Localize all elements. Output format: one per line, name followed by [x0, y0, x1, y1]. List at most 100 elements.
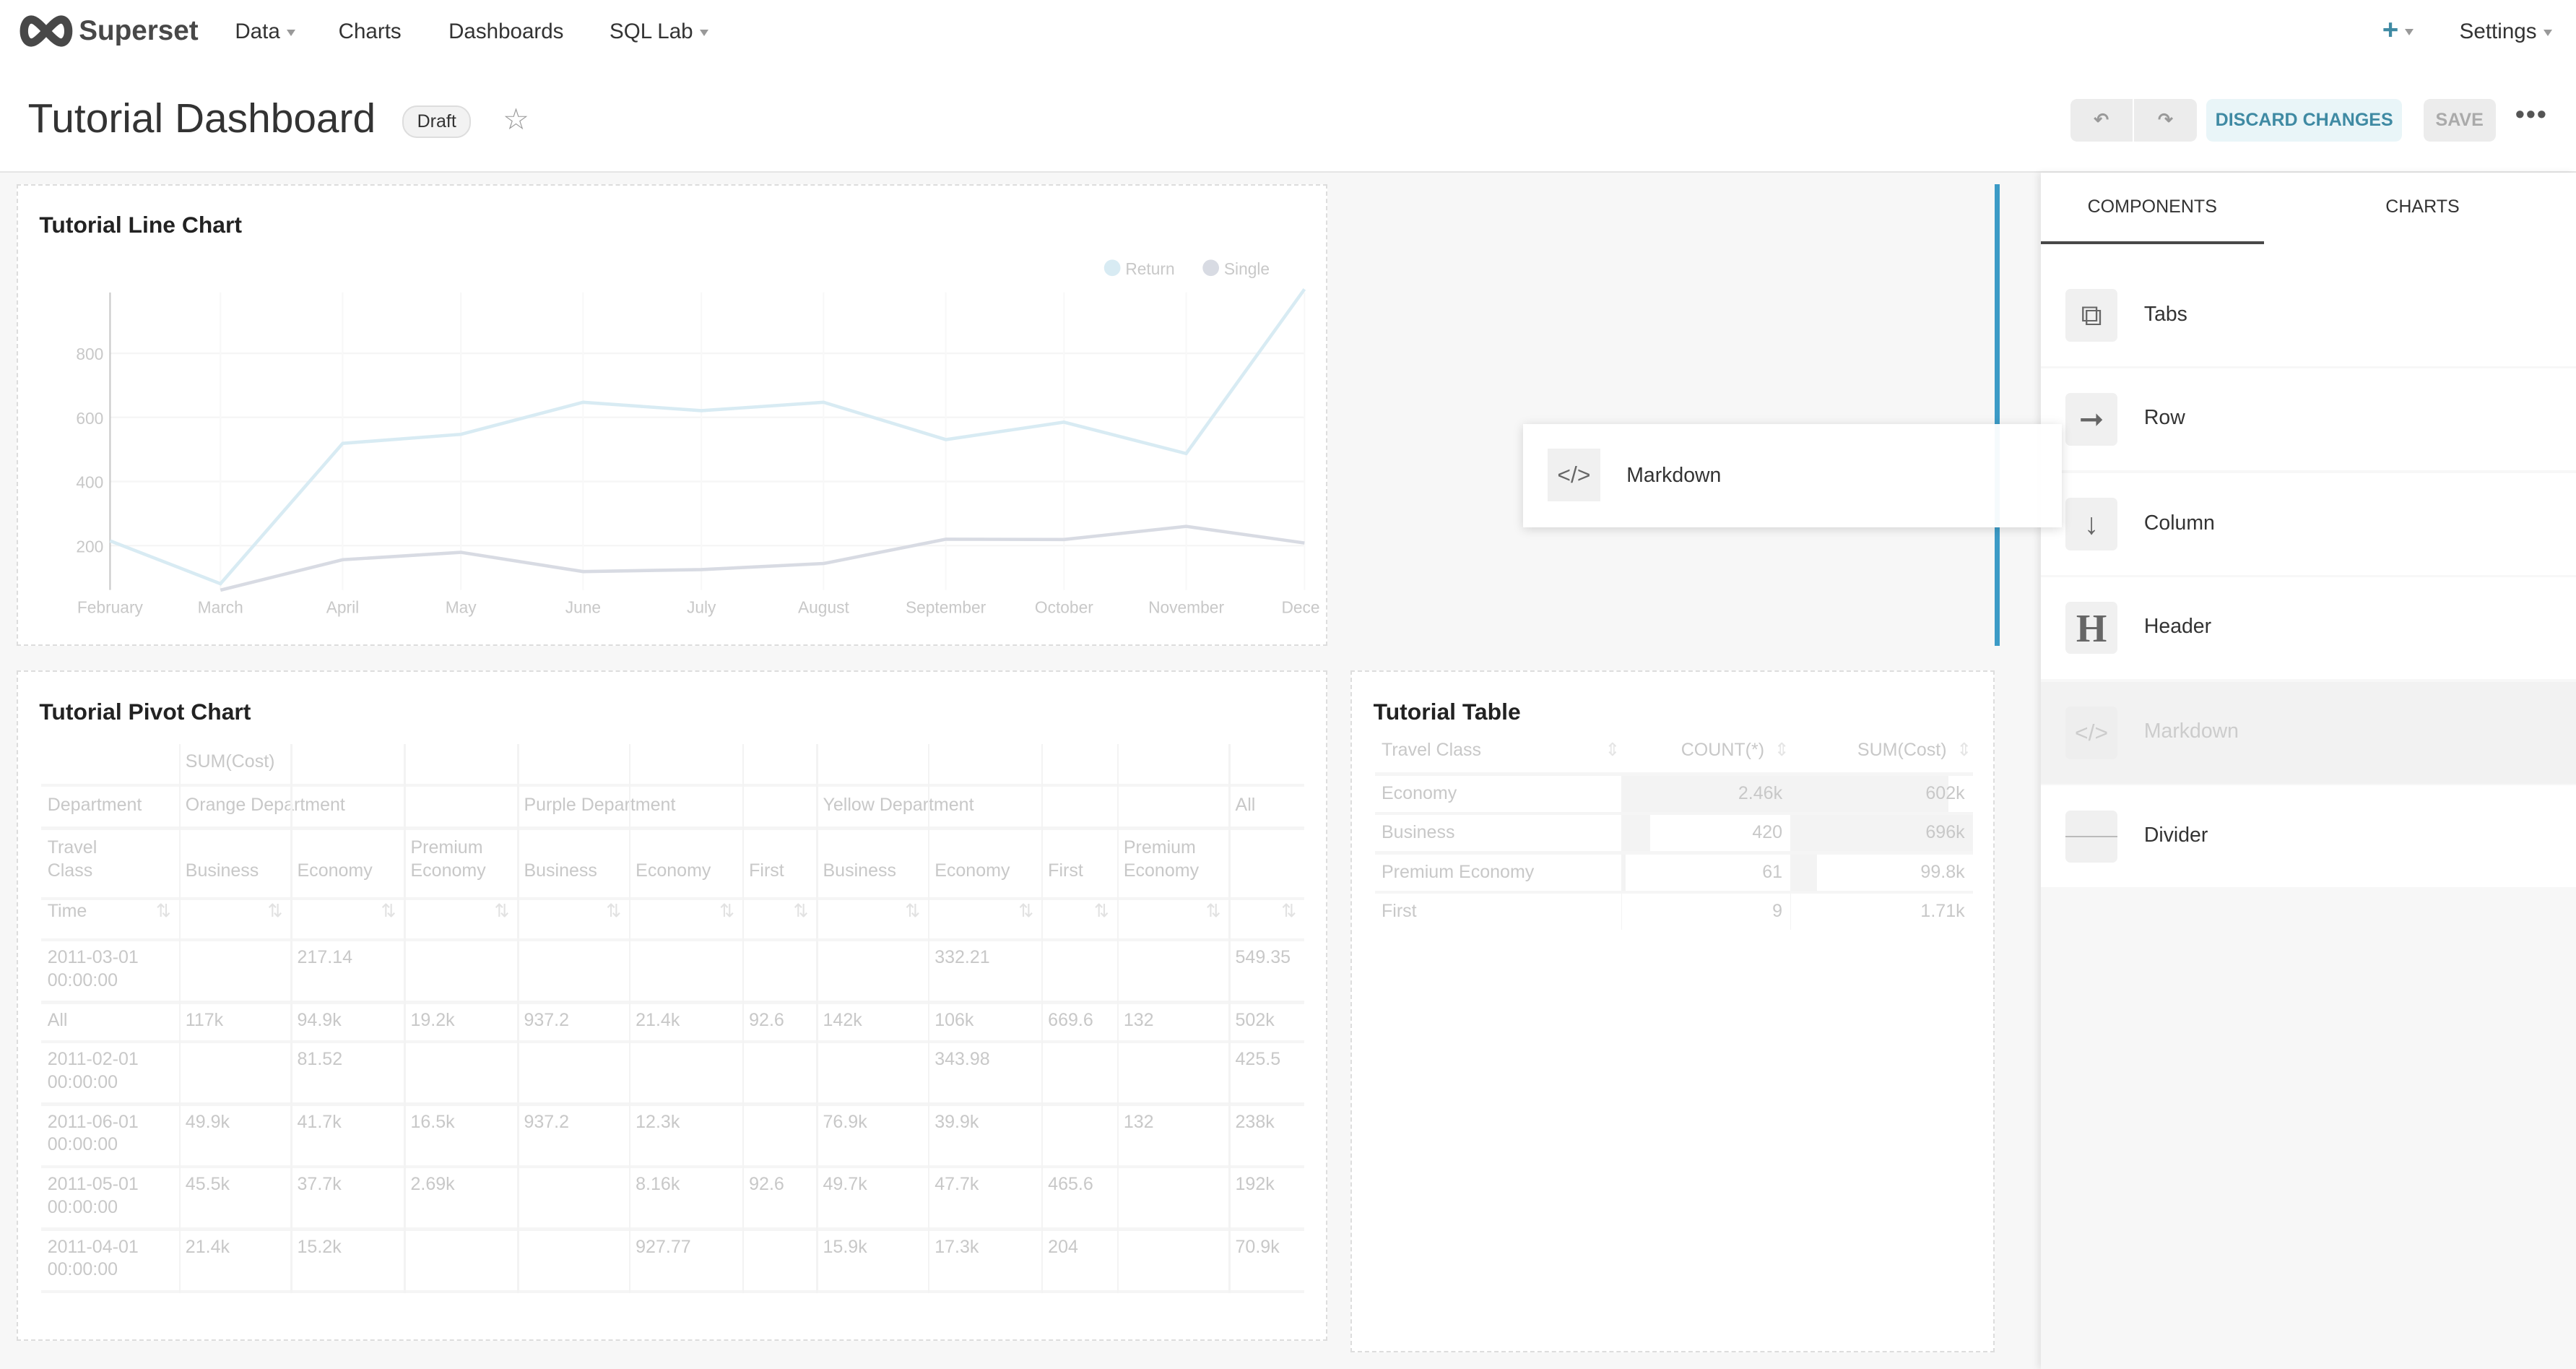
column-divider — [404, 744, 406, 1294]
nav-sql-lab[interactable]: SQL Lab — [610, 20, 708, 44]
component-markdown[interactable]: </> Markdown — [2040, 682, 2576, 785]
sort-icon[interactable]: ⇅ — [1093, 901, 1109, 922]
caret-down-icon — [286, 29, 295, 36]
plus-menu-button[interactable]: + — [2382, 14, 2414, 46]
table-chart-card[interactable]: Tutorial Table Travel Class ⇕ COUNT(*) ⇕ SUM… — [1350, 670, 1996, 1353]
column-divider — [816, 744, 818, 1294]
column-header[interactable]: SUM(Cost) — [1857, 740, 1947, 761]
sort-icon[interactable]: ⇅ — [155, 901, 171, 922]
legend-marker[interactable] — [1103, 259, 1121, 276]
column-divider — [178, 744, 181, 1294]
sort-icon[interactable]: ⇅ — [494, 901, 510, 922]
sort-icon[interactable]: ⇕ — [1774, 740, 1790, 761]
value-cell: 47.7k — [934, 1174, 979, 1195]
nav-charts[interactable]: Charts — [338, 20, 402, 44]
legend-label[interactable]: Return — [1125, 259, 1174, 278]
value-cell: 21.4k — [636, 1009, 680, 1030]
sort-icon[interactable]: ⇅ — [719, 901, 735, 922]
nav-label: SQL Lab — [610, 20, 693, 44]
travel-class-cell: Premium Economy — [1381, 861, 1535, 882]
x-tick-label: February — [77, 597, 144, 616]
line-chart-card[interactable]: Tutorial Line Chart 200 400 600 800 February… — [16, 183, 1329, 647]
pivot-chart-card[interactable]: Tutorial Pivot Chart SUM(Cost) Department… — [16, 670, 1328, 1342]
markdown-drag-preview[interactable]: </> Markdown — [1522, 423, 2063, 528]
components-list: ⧉ Tabs ➞ Row ↓ Column H Header </> Markdown D… — [2040, 264, 2576, 1369]
sort-icon[interactable]: ⇕ — [1956, 740, 1972, 761]
series-line-single — [220, 524, 1305, 592]
time-cell: All — [47, 1009, 68, 1030]
sort-icon[interactable]: ⇅ — [793, 901, 809, 922]
time-header[interactable]: Time — [47, 901, 87, 922]
component-label: Markdown — [2143, 720, 2239, 743]
travel-class-header: Premium Economy — [410, 837, 486, 881]
y-tick-label: 600 — [76, 409, 103, 428]
code-icon: </> — [2065, 707, 2118, 760]
dashboard-title[interactable]: Tutorial Dashboard — [27, 95, 376, 142]
component-label: Tabs — [2143, 302, 2187, 326]
value-cell: 465.6 — [1048, 1174, 1093, 1195]
header-divider — [1374, 772, 1973, 776]
value-cell: 17.3k — [934, 1236, 979, 1257]
travel-class-cell: Economy — [1381, 782, 1457, 803]
value-cell: 425.5 — [1235, 1049, 1281, 1070]
value-cell: 217.14 — [297, 947, 353, 968]
value-cell: 927.77 — [636, 1236, 691, 1257]
value-cell: 76.9k — [823, 1111, 867, 1132]
value-cell: 132 — [1123, 1009, 1154, 1030]
legend-label[interactable]: Single — [1224, 259, 1270, 278]
discard-changes-button[interactable]: DISCARD CHANGES — [2206, 98, 2403, 142]
sort-icon[interactable]: ⇕ — [1605, 740, 1621, 761]
data-table: Travel Class ⇕ COUNT(*) ⇕ SUM(Cost) ⇕ Economy 2… — [1352, 672, 1996, 1001]
plus-icon: + — [2382, 14, 2399, 46]
more-options-icon[interactable]: ••• — [2515, 98, 2549, 129]
component-tabs[interactable]: ⧉ Tabs — [2040, 264, 2576, 367]
settings-menu[interactable]: Settings — [2460, 20, 2552, 44]
tab-charts[interactable]: CHARTS — [2385, 197, 2460, 217]
sort-icon[interactable]: ⇅ — [1205, 901, 1221, 922]
value-cell: 192k — [1235, 1174, 1275, 1195]
x-tick-label: December — [1281, 597, 1329, 616]
travel-class-header: First — [749, 860, 784, 881]
star-icon[interactable]: ☆ — [503, 103, 529, 137]
component-header[interactable]: H Header — [2040, 576, 2576, 679]
value-cell: 81.52 — [297, 1049, 343, 1070]
y-tick-label: 800 — [76, 345, 103, 363]
y-tick-label: 400 — [76, 472, 103, 491]
sort-icon[interactable]: ⇅ — [1018, 901, 1034, 922]
save-button[interactable]: SAVE — [2423, 98, 2496, 142]
component-divider[interactable]: Divider — [2040, 785, 2576, 888]
tabs-icon: ⧉ — [2065, 289, 2118, 342]
sum-cell: 696k — [1925, 822, 1965, 843]
brand-logo[interactable]: Superset — [17, 13, 199, 49]
nav-dashboards[interactable]: Dashboards — [448, 20, 564, 44]
column-divider — [1228, 744, 1231, 1294]
undo-button[interactable]: ↶ — [2070, 98, 2133, 142]
sort-icon[interactable]: ⇅ — [1281, 901, 1297, 922]
column-header[interactable]: COUNT(*) — [1681, 740, 1765, 761]
caret-down-icon — [2405, 28, 2414, 35]
legend-marker[interactable] — [1202, 259, 1219, 276]
nav-data[interactable]: Data — [235, 20, 295, 44]
column-header[interactable]: Travel Class — [1381, 740, 1482, 761]
value-cell: 12.3k — [636, 1111, 680, 1132]
sort-icon[interactable]: ⇅ — [267, 901, 283, 922]
tab-components[interactable]: COMPONENTS — [2040, 173, 2264, 245]
time-cell: 2011-05-01 00:00:00 — [47, 1174, 139, 1217]
component-row[interactable]: ➞ Row — [2040, 368, 2576, 470]
value-bar — [1790, 775, 1948, 812]
value-bar — [1790, 854, 1817, 891]
column-divider — [290, 744, 292, 1294]
sort-icon[interactable]: ⇅ — [381, 901, 396, 922]
redo-button[interactable]: ↷ — [2134, 98, 2197, 142]
component-column[interactable]: ↓ Column — [2040, 473, 2576, 576]
superset-logo-icon — [19, 15, 73, 47]
sort-icon[interactable]: ⇅ — [606, 901, 622, 922]
row-divider — [1374, 890, 1973, 894]
caret-down-icon — [699, 29, 708, 36]
row-divider — [1374, 851, 1973, 855]
value-cell: 117k — [185, 1009, 224, 1030]
undo-icon: ↶ — [2094, 110, 2109, 131]
row-divider — [40, 897, 1305, 901]
sort-icon[interactable]: ⇅ — [905, 901, 921, 922]
travel-class-header: Business — [185, 860, 259, 881]
